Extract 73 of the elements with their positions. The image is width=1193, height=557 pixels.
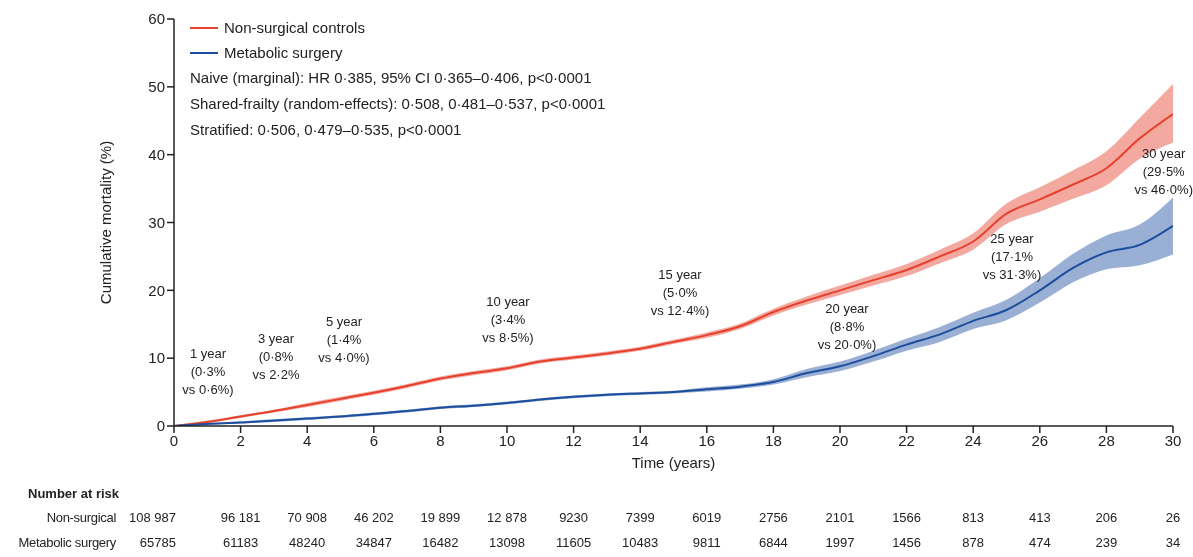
y-tick-label: 30 <box>148 213 165 231</box>
annotation: 25 year (17·1% vs 31·3%) <box>982 230 1042 284</box>
text: 6844 <box>758 535 788 550</box>
text: 878 <box>962 535 985 550</box>
x-tick-label: 30 <box>1164 431 1182 449</box>
text: 2756 <box>758 510 788 525</box>
y-tick-label: 40 <box>148 145 165 163</box>
x-tick-label: 14 <box>631 431 649 449</box>
text: 206 <box>1095 510 1118 525</box>
y-tick-label: 20 <box>148 281 165 299</box>
annotation: 15 year (5·0% vs 12·4%) <box>650 266 710 320</box>
x-axis-title: Time (years) <box>631 454 716 471</box>
annotation: Naive (marginal): HR 0·385, 95% CI 0·365–0·406, p<0·0001 <box>190 68 593 88</box>
y-tick-label: 60 <box>148 10 165 28</box>
text: 413 <box>1028 510 1051 525</box>
text: 16482 <box>422 535 459 550</box>
text: 813 <box>962 510 985 525</box>
x-tick-label: 12 <box>565 431 582 449</box>
text: 13098 <box>488 535 526 550</box>
x-tick-label: 8 <box>436 431 445 449</box>
x-tick-label: 26 <box>1031 431 1049 449</box>
text: 7399 <box>625 510 655 525</box>
x-tick-label: 4 <box>303 431 312 449</box>
x-tick-label: 10 <box>498 431 516 449</box>
annotation: Shared-frailty (random-effects): 0·508, 0·481–0·537, p<0·0001 <box>190 94 606 114</box>
annotation: 1 year (0·3% vs 0·6%) <box>182 345 234 399</box>
text: 108 987 <box>129 510 176 525</box>
x-tick-label: 18 <box>765 431 782 449</box>
annotation: 5 year (1·4% vs 4·0%) <box>318 313 370 367</box>
text: 9811 <box>692 535 721 550</box>
x-tick-label: 0 <box>169 431 179 449</box>
text: 1566 <box>892 510 922 525</box>
x-tick-label: 24 <box>964 431 982 449</box>
text: 6019 <box>692 510 722 525</box>
text: 19 899 <box>420 510 461 525</box>
text: 70 908 <box>287 510 328 525</box>
text: 12 878 <box>487 510 527 525</box>
text: 2101 <box>825 510 855 525</box>
x-tick-label: 16 <box>698 431 716 449</box>
y-tick-label: 50 <box>148 78 165 96</box>
text: Metabolic surgery <box>18 535 116 550</box>
legend-label: Metabolic surgery <box>224 43 343 63</box>
text: 61183 <box>223 535 259 550</box>
x-tick-label: 22 <box>898 431 915 449</box>
text: 26 <box>1165 510 1181 525</box>
x-tick-label: 28 <box>1098 431 1115 449</box>
text: Non-surgical <box>46 510 116 525</box>
text: 96 181 <box>220 510 261 525</box>
text: 474 <box>1028 535 1051 550</box>
x-tick-label: 6 <box>369 431 378 449</box>
text: 65785 <box>139 535 176 550</box>
annotation: 10 year (3·4% vs 8·5%) <box>482 293 534 347</box>
text: Number at risk <box>28 486 120 501</box>
text: 34847 <box>355 535 392 550</box>
text: 10483 <box>622 535 659 550</box>
annotation: 20 year (8·8% vs 20·0%) <box>817 300 877 354</box>
text: 48240 <box>289 535 326 550</box>
text: 46 202 <box>353 510 394 525</box>
text: 1997 <box>825 535 855 550</box>
legend-label: Non-surgical controls <box>224 18 365 38</box>
x-tick-label: 20 <box>831 431 849 449</box>
text: 1456 <box>892 535 922 550</box>
text: 34 <box>1165 535 1181 550</box>
annotation: 3 year (0·8% vs 2·2% <box>252 330 300 384</box>
text: 9230 <box>559 510 589 525</box>
x-tick-label: 2 <box>236 431 245 449</box>
annotation: Stratified: 0·506, 0·479–0·535, p<0·0001 <box>190 120 463 140</box>
text: 11605 <box>556 535 592 550</box>
y-tick-label: 0 <box>156 417 165 435</box>
text: 239 <box>1095 535 1118 550</box>
y-tick-label: 10 <box>148 349 165 367</box>
annotation: 30 year (29·5% vs 46·0%) <box>1134 145 1193 199</box>
y-axis-title: Cumulative mortality (%) <box>97 140 115 305</box>
